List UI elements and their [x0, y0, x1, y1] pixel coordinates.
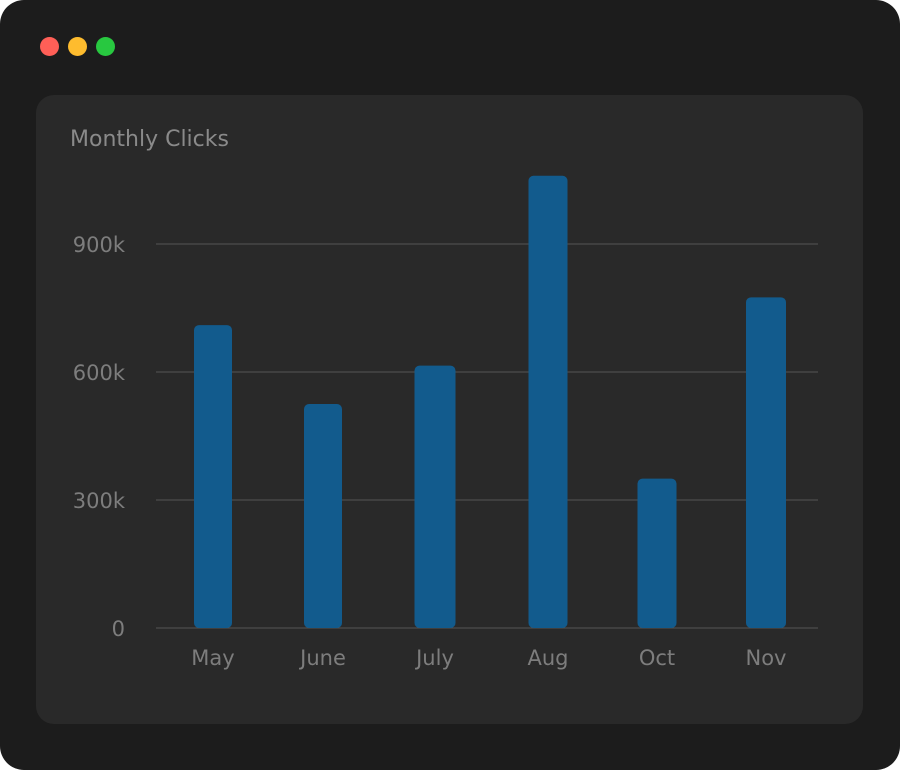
y-tick-label: 600k — [73, 361, 126, 385]
x-tick-label: May — [191, 646, 234, 670]
x-tick-label: June — [298, 646, 346, 670]
zoom-button[interactable] — [96, 37, 115, 56]
bar-chart: 0 300k 600k 900k May June July Aug Oct Nov — [73, 175, 818, 670]
y-tick-label: 300k — [73, 489, 126, 513]
chart-card: Monthly Clicks 0 300k 600k 900k May June July A… — [36, 95, 863, 724]
bar-june[interactable] — [304, 404, 342, 628]
x-tick-label: Aug — [527, 646, 568, 670]
x-tick-label: Oct — [639, 646, 675, 670]
bar-nov[interactable] — [746, 297, 786, 628]
bar-oct[interactable] — [637, 478, 677, 628]
x-tick-label: Nov — [746, 646, 787, 670]
window-controls — [40, 37, 115, 56]
bar-aug[interactable] — [528, 175, 568, 628]
x-tick-label: July — [414, 646, 454, 670]
close-button[interactable] — [40, 37, 59, 56]
bar-july[interactable] — [414, 365, 456, 628]
minimize-button[interactable] — [68, 37, 87, 56]
y-tick-label: 0 — [112, 617, 125, 641]
bar-may[interactable] — [194, 325, 232, 628]
y-tick-label: 900k — [73, 233, 126, 257]
chart-title: Monthly Clicks — [70, 127, 229, 152]
